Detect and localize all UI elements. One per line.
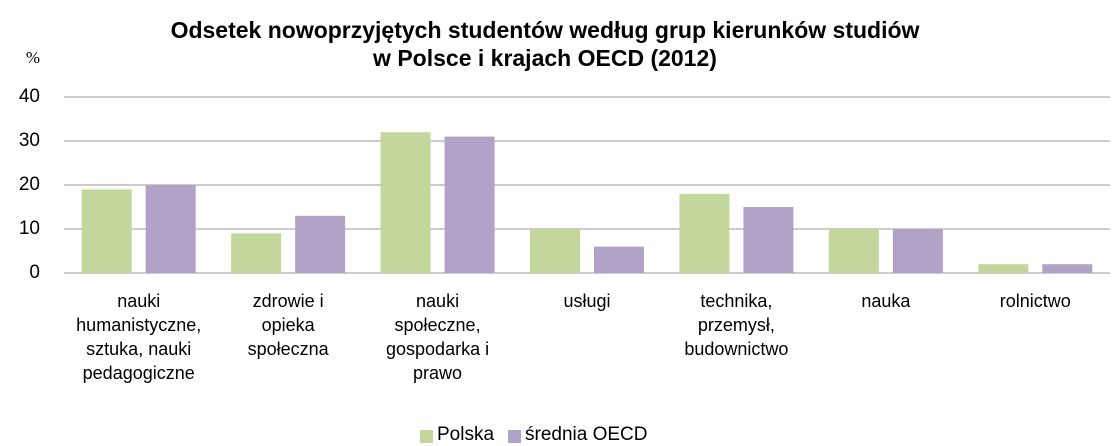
bar bbox=[231, 233, 282, 273]
bar bbox=[743, 207, 794, 273]
y-tick-label: 40 bbox=[18, 86, 40, 107]
legend-swatch bbox=[508, 430, 521, 443]
x-tick-label: nauki społeczne, gospodarka i prawo bbox=[386, 291, 490, 383]
legend-label: średnia OECD bbox=[525, 424, 648, 445]
bar bbox=[444, 136, 495, 273]
bar bbox=[892, 229, 943, 273]
chart-title: Odsetek nowoprzyjętych studentów według … bbox=[170, 17, 920, 71]
bar bbox=[679, 193, 730, 273]
bar bbox=[594, 246, 644, 273]
x-tick-label: nauki humanistyczne, sztuka, nauki pedag… bbox=[76, 291, 202, 383]
bar bbox=[145, 185, 196, 273]
x-tick-label: rolnictwo bbox=[999, 291, 1071, 311]
bar bbox=[380, 132, 431, 273]
bar bbox=[530, 229, 580, 273]
x-tick-label: nauka bbox=[861, 291, 911, 311]
x-tick-label: zdrowie i opieka społeczna bbox=[247, 291, 329, 359]
bar bbox=[1042, 264, 1093, 273]
bar bbox=[81, 189, 132, 273]
legend-label: Polska bbox=[437, 424, 495, 445]
bar bbox=[295, 215, 346, 273]
x-tick-label: technika, przemysł, budownictwo bbox=[684, 291, 789, 359]
bar bbox=[828, 229, 879, 273]
y-tick-label: 10 bbox=[18, 218, 40, 239]
legend-swatch bbox=[420, 430, 433, 443]
x-tick-label: usługi bbox=[563, 291, 611, 311]
bar bbox=[978, 264, 1029, 273]
y-tick-label: 30 bbox=[18, 130, 40, 151]
y-tick-label: 20 bbox=[18, 174, 40, 195]
y-axis-label: % bbox=[25, 48, 41, 67]
y-tick-label: 0 bbox=[29, 262, 40, 283]
